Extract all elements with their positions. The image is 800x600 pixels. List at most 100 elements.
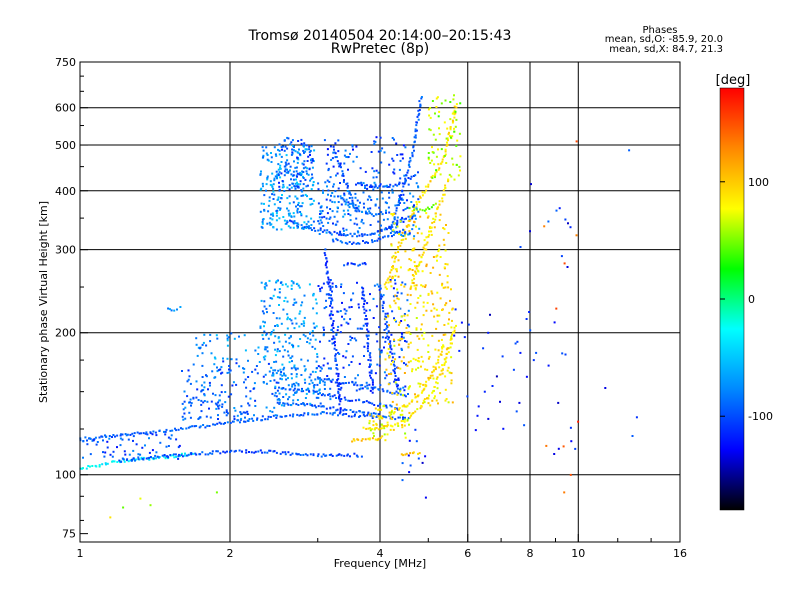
data-point	[271, 212, 274, 215]
data-point	[272, 329, 275, 332]
data-point	[388, 227, 391, 229]
data-point	[393, 230, 396, 233]
data-point	[412, 282, 415, 284]
data-point	[371, 379, 374, 382]
data-point	[311, 381, 314, 384]
data-point	[430, 233, 433, 236]
data-point	[392, 360, 394, 363]
data-point	[450, 288, 452, 291]
data-point	[131, 458, 133, 461]
data-point	[278, 185, 281, 188]
data-point	[234, 409, 237, 412]
data-point	[382, 415, 385, 418]
data-point	[264, 321, 266, 324]
data-point	[435, 169, 438, 172]
data-point	[197, 399, 200, 401]
data-point	[332, 183, 335, 186]
data-point	[357, 208, 360, 211]
data-point	[260, 202, 263, 205]
data-point	[338, 165, 341, 168]
data-point	[299, 205, 301, 208]
data-point	[403, 418, 406, 421]
data-point	[398, 183, 400, 186]
data-point	[419, 103, 422, 106]
data-point	[323, 357, 326, 360]
data-point	[408, 331, 411, 334]
data-point	[403, 174, 406, 177]
data-point	[269, 183, 272, 186]
data-point	[429, 404, 432, 407]
data-point	[323, 139, 326, 142]
data-point	[408, 218, 411, 221]
data-point	[406, 331, 409, 334]
data-point	[349, 318, 352, 321]
data-point	[489, 313, 491, 316]
data-point	[417, 366, 420, 369]
data-point	[417, 452, 419, 455]
data-point	[329, 398, 332, 401]
data-point	[295, 301, 298, 304]
data-point	[314, 298, 317, 301]
data-point	[340, 454, 343, 457]
data-point	[229, 369, 232, 372]
data-point	[375, 213, 377, 216]
data-point	[406, 171, 409, 174]
data-point	[208, 381, 211, 384]
data-point	[286, 300, 289, 303]
data-point	[525, 375, 528, 378]
data-point	[325, 454, 328, 457]
data-point	[114, 435, 116, 438]
data-point	[438, 133, 441, 136]
data-point	[420, 232, 423, 235]
data-point	[384, 286, 387, 289]
data-point	[345, 156, 348, 158]
data-point	[409, 177, 412, 180]
data-point	[432, 133, 435, 136]
data-point	[303, 294, 306, 297]
data-point	[373, 428, 376, 431]
data-point	[412, 212, 415, 215]
data-point	[365, 184, 368, 187]
data-point	[331, 157, 334, 160]
data-point	[419, 382, 422, 385]
data-point	[284, 388, 287, 391]
data-point	[367, 334, 370, 337]
data-point	[451, 401, 454, 404]
data-point	[373, 386, 376, 389]
data-point	[359, 201, 361, 204]
data-point	[344, 241, 347, 244]
data-point	[453, 105, 456, 108]
data-point	[367, 350, 369, 353]
data-point	[186, 380, 189, 383]
y-tick-label: 600	[55, 102, 76, 115]
data-point	[335, 363, 338, 366]
data-point	[294, 166, 297, 169]
data-point	[226, 344, 229, 347]
data-point	[379, 184, 382, 187]
data-point	[329, 199, 332, 202]
data-point	[185, 454, 188, 457]
data-point	[422, 337, 425, 340]
data-point	[409, 416, 412, 419]
data-point	[280, 322, 283, 325]
data-point	[283, 165, 286, 168]
data-point	[302, 390, 305, 393]
data-point	[198, 347, 201, 350]
data-point	[371, 402, 374, 405]
data-point	[394, 423, 397, 426]
data-point	[293, 366, 296, 369]
data-point	[303, 404, 306, 407]
data-point	[399, 393, 402, 396]
data-point	[303, 412, 306, 415]
data-point	[275, 381, 278, 384]
data-point	[441, 364, 444, 367]
data-point	[333, 337, 336, 340]
data-point	[411, 210, 414, 213]
data-point	[396, 154, 399, 156]
data-point	[224, 451, 227, 454]
data-point	[310, 158, 313, 161]
data-point	[360, 181, 363, 184]
data-point	[356, 207, 359, 210]
data-point	[281, 345, 284, 348]
data-point	[286, 402, 289, 405]
